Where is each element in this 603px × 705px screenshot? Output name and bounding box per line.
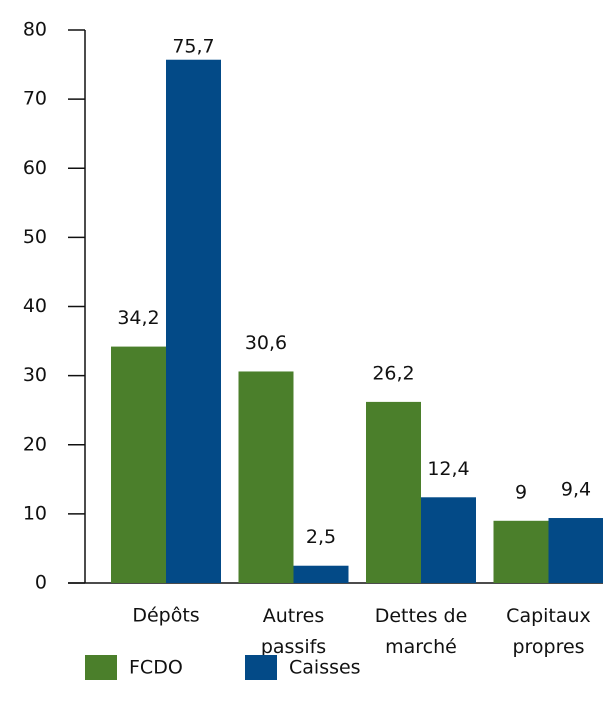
value-label: 34,2 [117, 307, 159, 329]
y-tick-label: 80 [23, 19, 47, 41]
bar [493, 520, 549, 583]
y-tick-label: 50 [23, 226, 47, 248]
legend-swatch [245, 655, 277, 680]
value-label: 26,2 [372, 362, 414, 384]
y-tick-label: 0 [35, 572, 47, 594]
value-label: 9 [515, 481, 527, 503]
value-label: 2,5 [306, 526, 336, 548]
bar [166, 59, 221, 583]
bar [366, 401, 421, 583]
y-tick-label: 60 [23, 157, 47, 179]
y-tick-label: 30 [23, 364, 47, 386]
legend-label: Caisses [289, 657, 361, 679]
bar [111, 346, 166, 583]
bar [548, 518, 603, 583]
legend-label: FCDO [129, 657, 183, 679]
value-label: 30,6 [245, 332, 287, 354]
x-tick-label: Autres passifs [261, 605, 326, 658]
x-tick-label: Capitaux propres [506, 605, 591, 658]
value-label: 75,7 [172, 36, 214, 58]
y-tick-label: 20 [23, 433, 47, 455]
bar [421, 497, 476, 583]
y-tick-label: 10 [23, 502, 47, 524]
value-label: 12,4 [427, 458, 469, 480]
value-label: 9,4 [561, 479, 591, 501]
bar [293, 565, 349, 583]
y-tick-label: 40 [23, 295, 47, 317]
y-tick-label: 70 [23, 88, 47, 110]
x-tick-label: Dépôts [132, 605, 199, 627]
x-tick-label: Dettes de marché [375, 605, 468, 658]
legend-swatch [85, 655, 117, 680]
bar [238, 371, 294, 583]
